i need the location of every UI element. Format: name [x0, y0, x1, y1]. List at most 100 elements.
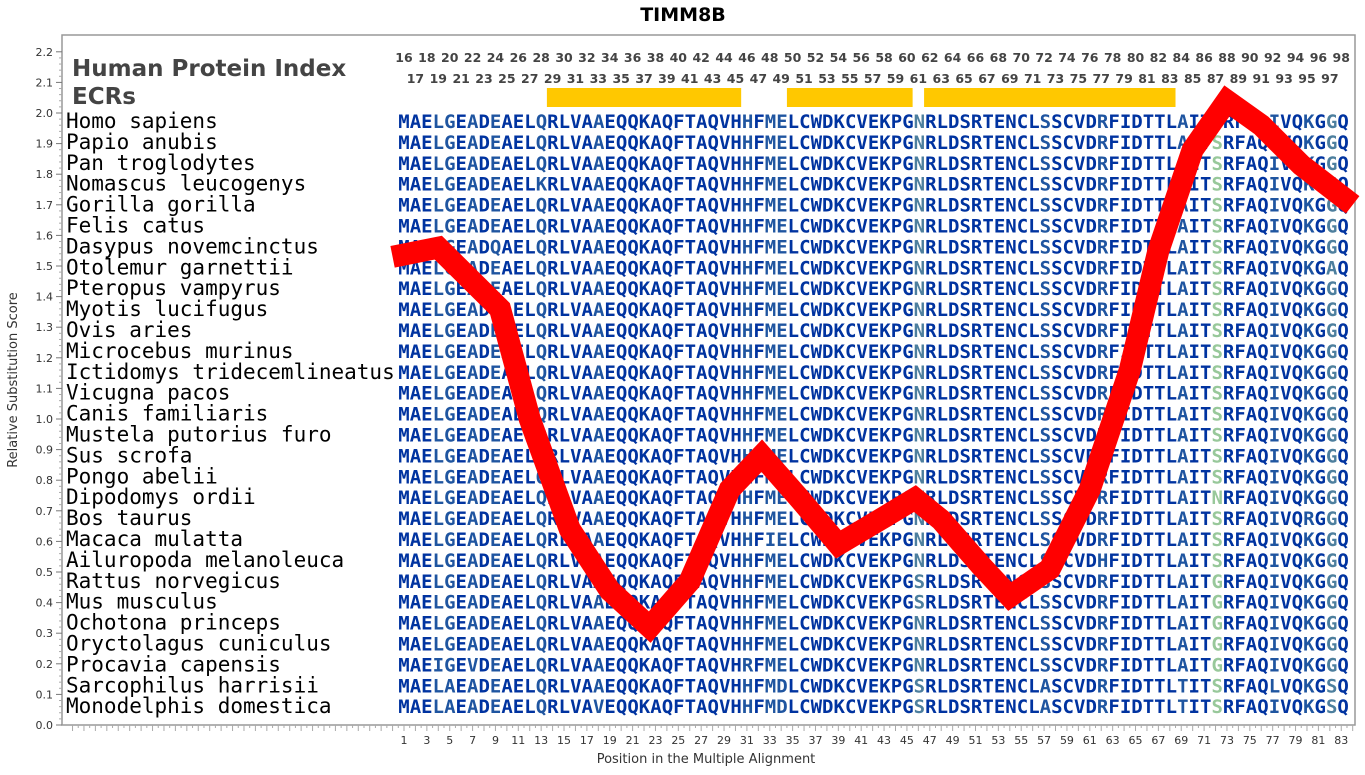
residue: L: [524, 111, 535, 133]
protein-index-number: 88: [1218, 50, 1235, 65]
x-tick-label: 7: [469, 734, 476, 747]
protein-index-number: 84: [1173, 50, 1191, 65]
residue: L: [788, 425, 799, 447]
residue: G: [444, 299, 455, 321]
residue: A: [1177, 257, 1189, 279]
residue: M: [398, 634, 409, 656]
sequence: MAELGEADEAELQRLVAAEQQKAQFTAQVHHFMELCWDKC…: [398, 111, 1349, 133]
residue: S: [1211, 383, 1222, 405]
residue: C: [1017, 362, 1028, 384]
residue: L: [1028, 320, 1039, 342]
residue: A: [696, 445, 708, 467]
residue: Q: [662, 216, 673, 238]
residue: S: [959, 216, 970, 238]
residue: R: [547, 383, 559, 405]
residue: Q: [616, 404, 627, 426]
residue: C: [1063, 278, 1074, 300]
residue: I: [1269, 362, 1280, 384]
residue: A: [1246, 236, 1258, 258]
alignment-row: Gorilla gorilla MAELGEADEAELQRLVAAEQQKAQF…: [66, 193, 1349, 217]
residue: V: [1280, 487, 1291, 509]
residue: V: [1074, 425, 1085, 447]
residue: V: [570, 111, 581, 133]
residue: M: [765, 592, 776, 614]
residue: A: [467, 529, 479, 551]
residue: Q: [616, 174, 627, 196]
residue: E: [421, 153, 432, 175]
species-name: Sarcophilus harrisii: [66, 673, 319, 697]
residue: R: [547, 174, 559, 196]
residue: G: [902, 320, 913, 342]
residue: F: [1108, 132, 1119, 154]
residue: R: [971, 195, 983, 217]
residue: E: [604, 341, 615, 363]
residue: S: [1040, 195, 1051, 217]
residue: Q: [616, 195, 627, 217]
residue: V: [856, 111, 867, 133]
residue: D: [948, 153, 959, 175]
protein-index-number: 31: [567, 71, 584, 86]
residue: M: [398, 174, 409, 196]
residue: P: [891, 278, 902, 300]
sequence: MAELGEADEAELQRLVAAEQQKAQFTAQVHHFMELCWDKC…: [398, 571, 1349, 593]
residue: L: [433, 362, 444, 384]
residue: L: [1028, 613, 1039, 635]
protein-index-number: 33: [590, 71, 607, 86]
residue: A: [696, 341, 708, 363]
residue: T: [982, 299, 993, 321]
residue: D: [478, 571, 489, 593]
residue: T: [685, 111, 696, 133]
residue: F: [673, 550, 684, 572]
residue: Q: [627, 529, 638, 551]
residue: I: [1120, 487, 1131, 509]
residue: E: [513, 425, 524, 447]
residue: D: [948, 425, 959, 447]
residue: Q: [708, 487, 719, 509]
residue: Q: [1337, 445, 1348, 467]
residue: K: [879, 696, 891, 718]
residue: V: [1280, 404, 1291, 426]
residue: M: [765, 278, 776, 300]
residue: H: [730, 654, 741, 676]
residue: Q: [627, 404, 638, 426]
residue: D: [478, 487, 489, 509]
residue: A: [467, 341, 479, 363]
residue: T: [685, 216, 696, 238]
residue: F: [753, 425, 764, 447]
residue: H: [730, 257, 741, 279]
residue: T: [982, 487, 993, 509]
residue: E: [868, 634, 879, 656]
residue: G: [902, 466, 913, 488]
residue: V: [719, 404, 730, 426]
residue: F: [673, 236, 684, 258]
residue: L: [433, 299, 444, 321]
residue: E: [868, 132, 879, 154]
residue: R: [1097, 571, 1109, 593]
residue: P: [891, 153, 902, 175]
residue: K: [639, 487, 651, 509]
residue: A: [582, 216, 594, 238]
residue: A: [696, 236, 708, 258]
residue: F: [1234, 195, 1245, 217]
residue: Q: [1257, 592, 1268, 614]
residue: T: [685, 257, 696, 279]
residue: C: [845, 654, 856, 676]
y-tick-label: 1.8: [36, 168, 54, 181]
residue: K: [833, 466, 845, 488]
residue: R: [971, 404, 983, 426]
residue: L: [1028, 592, 1039, 614]
residue: C: [845, 634, 856, 656]
residue: D: [1131, 445, 1142, 467]
residue: L: [433, 613, 444, 635]
residue: R: [1097, 111, 1109, 133]
residue: A: [1177, 487, 1189, 509]
residue: K: [833, 257, 845, 279]
residue: S: [1040, 404, 1051, 426]
residue: A: [1246, 592, 1258, 614]
residue: K: [833, 404, 845, 426]
residue: F: [1234, 550, 1245, 572]
residue: L: [1166, 236, 1177, 258]
residue: Q: [708, 654, 719, 676]
residue: A: [650, 654, 662, 676]
residue: A: [593, 174, 605, 196]
